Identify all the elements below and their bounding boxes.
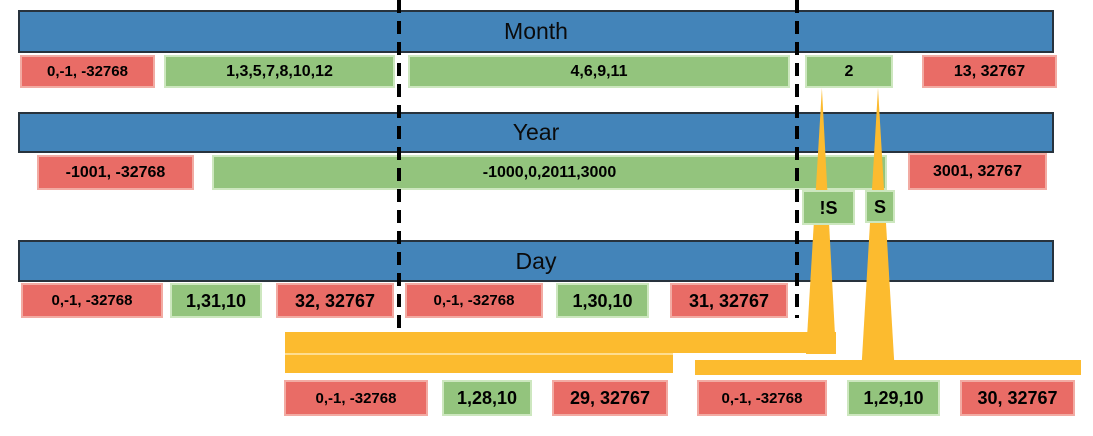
leap-year-class-box: S bbox=[865, 190, 895, 223]
day30-partition-invalid-high: 31, 32767 bbox=[670, 283, 788, 318]
feb29-partition-invalid-high: 30, 32767 bbox=[960, 380, 1075, 416]
non-leap-february-band-bottom bbox=[285, 355, 673, 373]
year-partition-valid: -1000,0,2011,3000 bbox=[212, 155, 887, 190]
day-bar: Day bbox=[18, 240, 1054, 282]
month-bar-title: Month bbox=[504, 18, 568, 44]
feb28-partition-invalid-high: 29, 32767 bbox=[552, 380, 668, 416]
feb28-partition-invalid-low: 0,-1, -32768 bbox=[284, 380, 428, 416]
non-leap-year-class-box: !S bbox=[802, 190, 855, 225]
day31-partition-invalid-high: 32, 32767 bbox=[276, 283, 394, 318]
month-bar: Month bbox=[18, 10, 1054, 53]
year-bar-title: Year bbox=[512, 119, 560, 145]
feb29-partition-invalid-low: 0,-1, -32768 bbox=[697, 380, 827, 416]
day31-partition-invalid-low: 0,-1, -32768 bbox=[21, 283, 163, 318]
dashed-separator-left bbox=[397, 0, 401, 330]
month-partition-31-day-months: 1,3,5,7,8,10,12 bbox=[164, 55, 395, 88]
month-partition-30-day-months: 4,6,9,11 bbox=[408, 55, 790, 88]
day31-partition-valid: 1,31,10 bbox=[170, 283, 262, 318]
leap-february-band bbox=[695, 360, 1081, 375]
day30-partition-valid: 1,30,10 bbox=[556, 283, 649, 318]
non-leap-february-band-top bbox=[285, 332, 836, 353]
month-partition-february: 2 bbox=[805, 55, 893, 88]
dashed-separator-right bbox=[795, 0, 799, 318]
day-bar-title: Day bbox=[515, 247, 557, 274]
year-bar: Year bbox=[18, 112, 1054, 153]
year-partition-invalid-low: -1001, -32768 bbox=[37, 155, 194, 190]
feb29-partition-valid: 1,29,10 bbox=[847, 380, 940, 416]
month-partition-invalid-low: 0,-1, -32768 bbox=[20, 55, 155, 88]
band-divider-line bbox=[285, 353, 673, 355]
month-partition-invalid-high: 13, 32767 bbox=[922, 55, 1057, 88]
day30-partition-invalid-low: 0,-1, -32768 bbox=[405, 283, 543, 318]
feb28-partition-valid: 1,28,10 bbox=[442, 380, 532, 416]
year-partition-invalid-high: 3001, 32767 bbox=[908, 153, 1047, 190]
